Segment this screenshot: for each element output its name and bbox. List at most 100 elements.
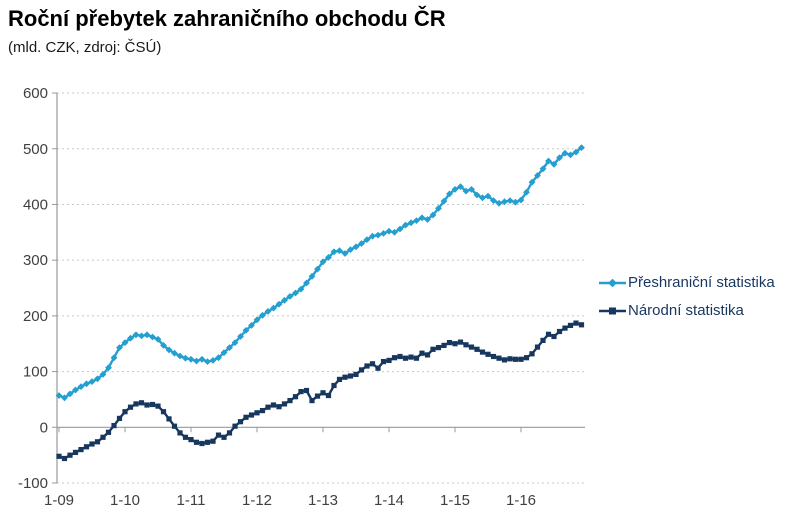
marker-square bbox=[485, 351, 491, 357]
marker-diamond bbox=[215, 354, 222, 362]
marker-square bbox=[276, 404, 282, 410]
marker-square bbox=[468, 344, 475, 350]
marker-square bbox=[474, 346, 480, 352]
marker-square bbox=[232, 423, 238, 429]
marker-diamond bbox=[61, 394, 68, 402]
marker-square bbox=[490, 353, 497, 360]
marker-square bbox=[551, 333, 557, 340]
marker-diamond bbox=[154, 335, 162, 343]
marker-square bbox=[259, 408, 266, 414]
marker-diamond bbox=[517, 196, 525, 204]
marker-diamond bbox=[286, 293, 294, 300]
marker-diamond bbox=[297, 285, 305, 293]
chart-title: Roční přebytek zahraničního obchodu ČR bbox=[8, 6, 446, 31]
marker-square bbox=[529, 351, 535, 357]
marker-square bbox=[155, 403, 161, 409]
marker-diamond bbox=[88, 378, 96, 385]
marker-square bbox=[61, 455, 68, 462]
marker-diamond bbox=[275, 300, 283, 308]
marker-square bbox=[441, 342, 447, 348]
marker-square bbox=[435, 345, 442, 351]
marker-square bbox=[78, 447, 84, 453]
marker-square bbox=[342, 374, 348, 380]
marker-square bbox=[210, 438, 216, 444]
marker-square bbox=[254, 410, 260, 416]
marker-square bbox=[364, 363, 370, 369]
marker-diamond bbox=[358, 240, 365, 247]
marker-square bbox=[127, 404, 134, 410]
y-tick-label: 0 bbox=[40, 419, 48, 436]
marker-diamond bbox=[226, 344, 233, 351]
marker-square bbox=[56, 453, 62, 459]
marker-square bbox=[369, 361, 376, 367]
marker-square bbox=[391, 355, 398, 361]
marker-diamond bbox=[363, 236, 371, 243]
marker-diamond bbox=[457, 183, 464, 190]
marker-diamond bbox=[429, 211, 437, 219]
marker-diamond bbox=[99, 371, 107, 378]
marker-square bbox=[309, 398, 315, 404]
legend-label-cross-border: Přeshraniční statistika bbox=[628, 274, 775, 291]
marker-diamond bbox=[396, 225, 404, 233]
marker-square bbox=[149, 401, 156, 408]
marker-diamond bbox=[77, 383, 85, 390]
marker-diamond bbox=[176, 352, 184, 360]
marker-square bbox=[347, 373, 354, 379]
marker-square bbox=[424, 352, 431, 358]
marker-diamond bbox=[105, 364, 112, 372]
x-tick-label: 1-14 bbox=[374, 492, 404, 509]
marker-square bbox=[204, 439, 211, 445]
marker-square bbox=[160, 409, 167, 415]
marker-diamond bbox=[484, 192, 492, 200]
marker-diamond bbox=[479, 194, 486, 202]
marker-diamond bbox=[402, 221, 409, 229]
marker-square bbox=[512, 356, 519, 362]
marker-diamond bbox=[314, 265, 321, 273]
marker-square bbox=[380, 359, 387, 365]
marker-square bbox=[545, 331, 552, 337]
y-tick-label: 100 bbox=[23, 364, 48, 381]
marker-square bbox=[226, 430, 233, 436]
marker-diamond bbox=[556, 154, 563, 162]
marker-diamond bbox=[319, 258, 327, 266]
marker-square bbox=[248, 412, 255, 418]
marker-square bbox=[281, 401, 288, 407]
marker-square bbox=[243, 414, 249, 420]
marker-diamond bbox=[303, 279, 310, 287]
marker-square bbox=[89, 441, 95, 447]
marker-square bbox=[138, 400, 145, 406]
marker-diamond bbox=[325, 254, 332, 261]
marker-diamond bbox=[490, 197, 497, 204]
marker-diamond bbox=[523, 188, 530, 196]
marker-diamond bbox=[534, 172, 541, 179]
marker-square bbox=[375, 365, 381, 371]
legend: Přeshraniční statistika Národní statisti… bbox=[599, 273, 775, 320]
marker-diamond bbox=[281, 296, 288, 304]
marker-square bbox=[314, 393, 321, 399]
marker-square bbox=[331, 382, 337, 389]
marker-square bbox=[578, 322, 585, 328]
marker-diamond bbox=[182, 354, 189, 362]
marker-diamond bbox=[539, 165, 547, 173]
legend-label-national: Národní statistika bbox=[628, 302, 744, 319]
marker-diamond bbox=[501, 198, 508, 206]
marker-diamond bbox=[94, 375, 101, 383]
marker-diamond bbox=[193, 357, 200, 365]
marker-diamond bbox=[66, 390, 74, 398]
marker-square bbox=[336, 376, 343, 382]
x-tick-label: 1-12 bbox=[242, 492, 272, 509]
marker-diamond bbox=[209, 357, 217, 364]
y-tick-label: 400 bbox=[23, 196, 48, 213]
marker-square bbox=[567, 322, 574, 328]
marker-diamond bbox=[435, 205, 442, 212]
marker-diamond bbox=[187, 355, 195, 363]
marker-square bbox=[402, 355, 409, 361]
marker-diamond bbox=[259, 311, 266, 319]
marker-square bbox=[237, 419, 244, 425]
y-tick-label: 300 bbox=[23, 252, 48, 269]
y-tick-label: -100 bbox=[18, 475, 48, 492]
marker-square bbox=[556, 328, 563, 335]
marker-square bbox=[358, 367, 365, 373]
marker-square bbox=[479, 349, 486, 355]
